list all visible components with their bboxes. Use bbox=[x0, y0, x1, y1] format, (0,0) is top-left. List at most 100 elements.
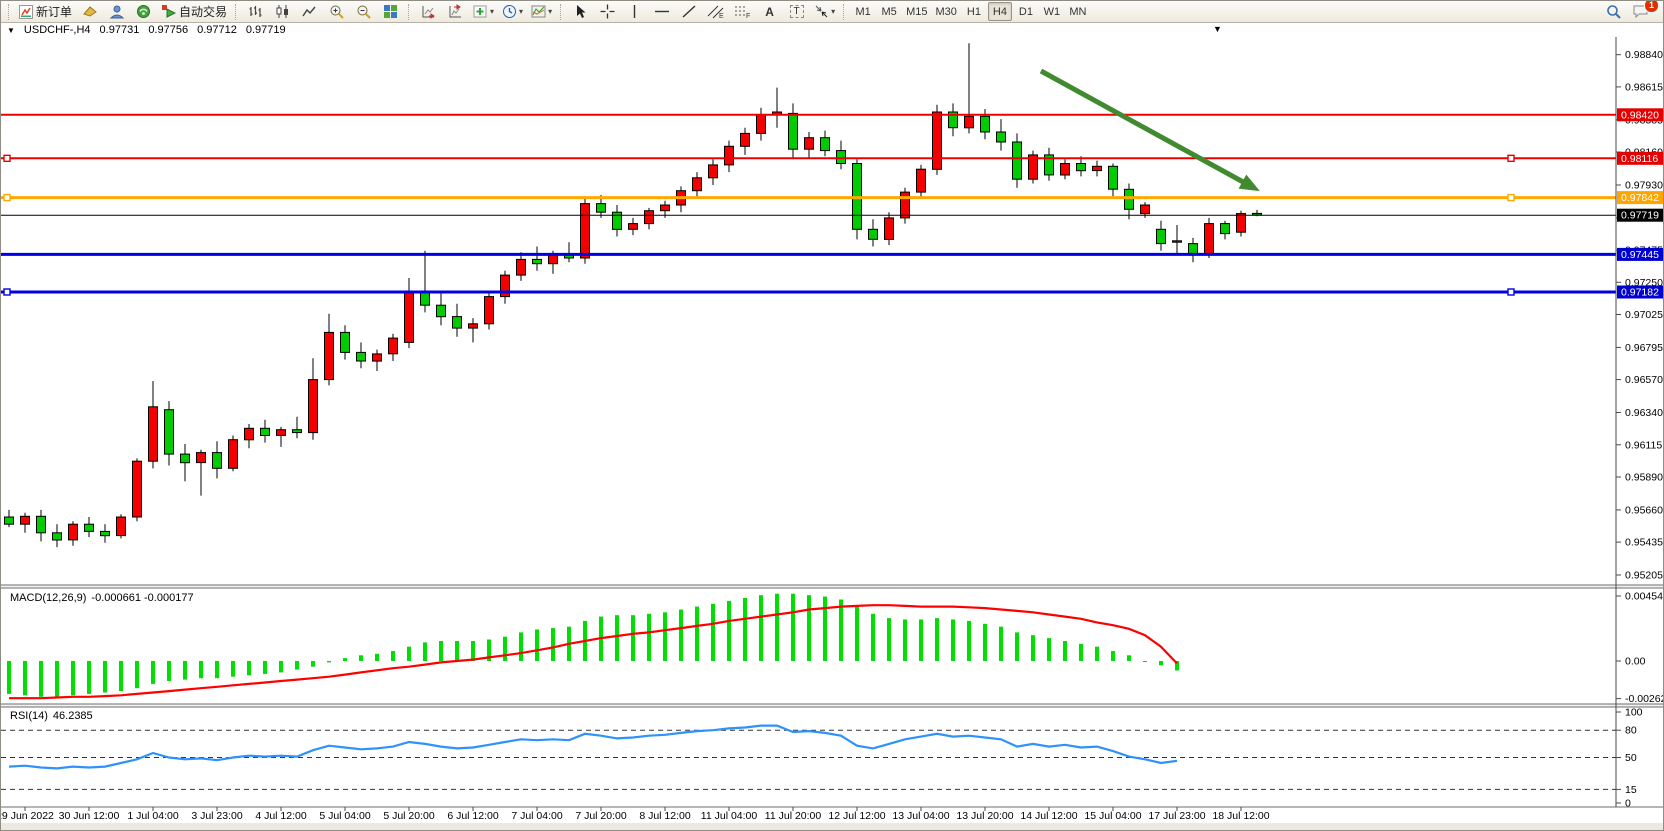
macd-bar bbox=[183, 661, 187, 680]
macd-axis-label: 0.004541 bbox=[1625, 591, 1664, 603]
crosshair-button[interactable] bbox=[595, 1, 620, 22]
candle-body bbox=[948, 111, 958, 129]
periods-button[interactable]: ▾ bbox=[499, 1, 526, 22]
timeframe-d1-button[interactable]: D1 bbox=[1014, 2, 1038, 21]
macd-bar bbox=[967, 620, 971, 661]
zoom-out-button[interactable] bbox=[351, 1, 376, 22]
rsi-axis-label: 80 bbox=[1625, 725, 1637, 737]
macd-bar bbox=[615, 615, 619, 661]
time-tick-label: 12 Jul 12:00 bbox=[828, 810, 885, 822]
candle-body bbox=[660, 204, 670, 212]
community-button[interactable] bbox=[77, 1, 102, 22]
chevron-down-icon: ▾ bbox=[519, 7, 524, 16]
support-button[interactable] bbox=[104, 1, 129, 22]
macd-bar bbox=[791, 593, 795, 661]
time-tick-label: 30 Jun 12:00 bbox=[59, 810, 120, 822]
price-badge bbox=[1617, 191, 1663, 205]
line-end-marker[interactable] bbox=[3, 193, 11, 202]
line-end-marker[interactable] bbox=[1507, 193, 1515, 202]
candle-body bbox=[980, 115, 990, 133]
rsi-axis-label: 50 bbox=[1625, 752, 1637, 764]
macd-bar bbox=[279, 661, 283, 673]
candle-body bbox=[420, 291, 430, 306]
macd-bar bbox=[215, 661, 219, 679]
vertical-line-icon bbox=[630, 4, 639, 19]
macd-bar bbox=[1031, 635, 1035, 661]
price-tick-label: 0.96115 bbox=[1625, 439, 1662, 451]
zoom-in-button[interactable] bbox=[324, 1, 349, 22]
chart-canvas[interactable]: 0.988400.986150.983850.981600.979300.977… bbox=[1, 37, 1664, 831]
trendline-tool-button[interactable] bbox=[676, 1, 701, 22]
signals-button[interactable] bbox=[131, 1, 156, 22]
macd-bar bbox=[855, 606, 859, 661]
chart-dropdown-icon[interactable]: ▼ bbox=[7, 25, 15, 35]
label-tool-button[interactable]: T bbox=[784, 1, 809, 22]
horizontal-line-icon bbox=[654, 4, 670, 19]
price-axis[interactable]: 0.988400.986150.983850.981600.979300.977… bbox=[1616, 49, 1664, 810]
macd-bar bbox=[647, 613, 651, 661]
templates-button[interactable]: ▾ bbox=[528, 1, 555, 22]
candle-body bbox=[52, 532, 62, 541]
new-order-button[interactable]: 新订单 bbox=[16, 1, 75, 22]
timeframe-h4-button[interactable]: H4 bbox=[987, 2, 1012, 21]
pane-separator[interactable] bbox=[1, 704, 1664, 707]
line-end-marker[interactable] bbox=[3, 154, 11, 163]
horizontal-line-tool-button[interactable] bbox=[649, 1, 674, 22]
timeframe-m1-button[interactable]: M1 bbox=[851, 2, 875, 21]
time-axis[interactable]: 29 Jun 2022 30 Jun 12:00 1 Jul 04:00 3 Jul … bbox=[1, 807, 1270, 822]
macd-bar bbox=[119, 661, 123, 692]
price-tick-label: 0.95890 bbox=[1625, 472, 1663, 484]
arrows-tool-button[interactable]: ▾ bbox=[811, 1, 838, 22]
price-badge bbox=[1617, 208, 1663, 222]
indicators-button[interactable]: ▾ bbox=[470, 1, 497, 22]
price-badge bbox=[1617, 108, 1663, 122]
chart-shift-button[interactable] bbox=[443, 1, 468, 22]
candle-body bbox=[148, 406, 158, 462]
macd-bar bbox=[535, 629, 539, 661]
indicators-icon bbox=[473, 4, 488, 19]
pane-separator[interactable] bbox=[1, 585, 1664, 588]
candle-body bbox=[1124, 188, 1134, 210]
macd-bar bbox=[375, 653, 379, 661]
fibonacci-tool-button[interactable]: F bbox=[730, 1, 755, 22]
macd-bar bbox=[631, 615, 635, 661]
line-end-marker[interactable] bbox=[1507, 288, 1515, 296]
svg-text:E: E bbox=[719, 13, 724, 19]
cursor-button[interactable] bbox=[568, 1, 593, 22]
timeframe-m15-button[interactable]: M15 bbox=[903, 2, 930, 21]
trendline-icon bbox=[681, 4, 697, 19]
price-badge-label: 0.97182 bbox=[1621, 287, 1659, 299]
vertical-line-tool-button[interactable] bbox=[622, 1, 647, 22]
chart-line-button[interactable] bbox=[297, 1, 322, 22]
macd-bar bbox=[199, 661, 203, 679]
macd-bar bbox=[503, 636, 507, 661]
chart-candles-button[interactable] bbox=[270, 1, 295, 22]
macd-bar bbox=[1111, 651, 1115, 661]
line-end-marker[interactable] bbox=[1507, 154, 1515, 163]
rsi-axis-label: 15 bbox=[1625, 784, 1637, 796]
channel-tool-button[interactable]: E bbox=[703, 1, 728, 22]
text-tool-button[interactable]: A bbox=[757, 1, 782, 22]
chart-bars-button[interactable] bbox=[243, 1, 268, 22]
macd-bar bbox=[327, 661, 331, 663]
timeframe-m30-button[interactable]: M30 bbox=[933, 2, 960, 21]
price-badge-label: 0.98116 bbox=[1621, 153, 1658, 165]
macd-bar bbox=[983, 623, 987, 661]
time-tick-label: 5 Jul 04:00 bbox=[319, 810, 371, 822]
timeframe-mn-button[interactable]: MN bbox=[1066, 2, 1090, 21]
macd-bar bbox=[1159, 661, 1163, 666]
timeframe-h1-button[interactable]: H1 bbox=[962, 2, 986, 21]
autoscroll-button[interactable] bbox=[416, 1, 441, 22]
tile-windows-button[interactable] bbox=[378, 1, 403, 22]
candle-body bbox=[484, 296, 494, 325]
timeframe-m5-button[interactable]: M5 bbox=[877, 2, 901, 21]
notifications-button[interactable]: 1 bbox=[1628, 1, 1659, 22]
autotrading-button[interactable]: 自动交易 bbox=[158, 1, 230, 22]
macd-axis-label: -0.002626 bbox=[1625, 693, 1664, 705]
rsi-axis-label: 0 bbox=[1625, 798, 1631, 810]
trend-arrow[interactable] bbox=[1039, 68, 1260, 192]
search-button[interactable] bbox=[1601, 1, 1626, 22]
macd-bar bbox=[1175, 661, 1179, 671]
timeframe-w1-button[interactable]: W1 bbox=[1040, 2, 1064, 21]
line-end-marker[interactable] bbox=[3, 288, 11, 296]
